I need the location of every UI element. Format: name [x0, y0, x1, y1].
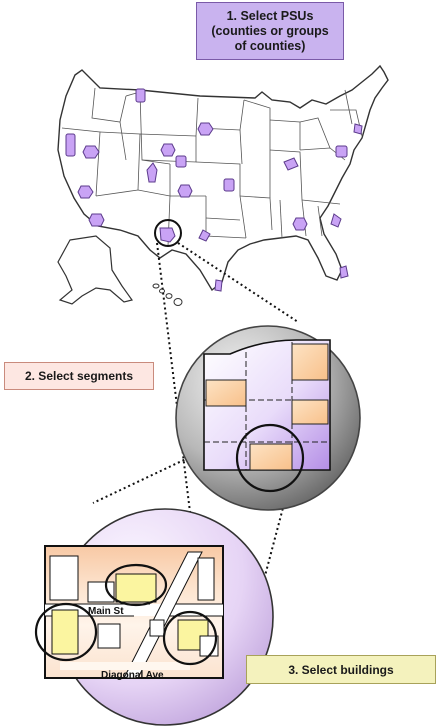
bottom-road [60, 662, 190, 670]
buildings-sphere: Main St Diagonal Ave [36, 509, 273, 725]
psu-marker [224, 179, 234, 191]
us-map [58, 66, 388, 306]
step-3-label-box: 3. Select buildings [246, 655, 436, 684]
diagonal-ave-label: Diagonal Ave [101, 670, 164, 681]
step-3-label: 3. Select buildings [288, 663, 393, 677]
psu-marker [176, 156, 186, 167]
psu-marker [354, 124, 362, 134]
psu-marker [161, 144, 175, 156]
building [198, 558, 214, 600]
step-1-line-3: of counties) [235, 39, 306, 54]
alaska [58, 236, 132, 304]
segment-block [292, 400, 328, 424]
psu-marker [198, 123, 213, 135]
building [52, 610, 78, 654]
psu-marker [89, 214, 104, 226]
step-2-label-box: 2. Select segments [4, 362, 154, 390]
step-2-label: 2. Select segments [25, 369, 133, 383]
building [150, 620, 164, 636]
psu-marker [136, 89, 145, 102]
psu-marker [336, 146, 347, 157]
building [98, 624, 120, 648]
psu-marker [66, 134, 75, 156]
step-1-label-box: 1. Select PSUs (counties or groups of co… [196, 2, 344, 60]
psu-marker [178, 185, 192, 197]
hawaii [153, 284, 182, 306]
building [88, 582, 114, 602]
psu-marker [331, 214, 341, 227]
segment-block [206, 380, 246, 406]
psu-marker [293, 218, 307, 230]
segment-block [250, 444, 292, 470]
psu-marker [83, 146, 99, 158]
step-1-line-2: (counties or groups [211, 24, 328, 39]
main-st-label: Main St [88, 606, 124, 617]
segment-sphere [176, 326, 360, 510]
building [50, 556, 78, 600]
step-1-line-1: 1. Select PSUs [227, 9, 314, 24]
psu-marker [340, 266, 348, 278]
psu-marker [215, 280, 222, 291]
building [116, 574, 156, 602]
segment-block [292, 344, 328, 380]
psu-marker [78, 186, 93, 198]
